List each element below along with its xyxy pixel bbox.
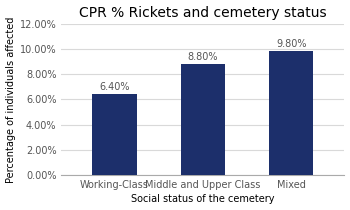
Bar: [181, 64, 225, 175]
Y-axis label: Percentage of individuals affected: Percentage of individuals affected: [6, 16, 15, 183]
Bar: [269, 51, 314, 175]
Bar: [92, 94, 136, 175]
Text: 6.40%: 6.40%: [99, 82, 130, 92]
Text: 8.80%: 8.80%: [188, 52, 218, 62]
X-axis label: Social status of the cemetery: Social status of the cemetery: [131, 194, 275, 205]
Text: 9.80%: 9.80%: [276, 39, 307, 49]
Title: CPR % Rickets and cemetery status: CPR % Rickets and cemetery status: [79, 5, 327, 20]
